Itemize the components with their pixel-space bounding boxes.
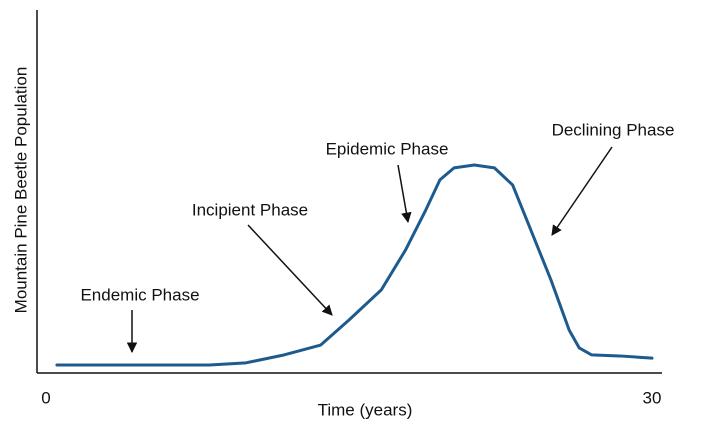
y-axis-label: Mountain Pine Beetle Population <box>11 67 30 314</box>
arrow <box>247 224 333 316</box>
annotation: Incipient Phase <box>192 200 308 219</box>
annotation: Epidemic Phase <box>326 139 449 158</box>
x-tick-label: 0 <box>41 388 50 407</box>
line-series <box>55 163 654 367</box>
arrow <box>551 146 613 236</box>
x-axis-label: Time (years) <box>318 400 413 419</box>
x-tick-label: 30 <box>643 388 662 407</box>
annotation: Endemic Phase <box>80 285 199 304</box>
annotation: Declining Phase <box>552 120 675 139</box>
arrow <box>397 164 412 224</box>
